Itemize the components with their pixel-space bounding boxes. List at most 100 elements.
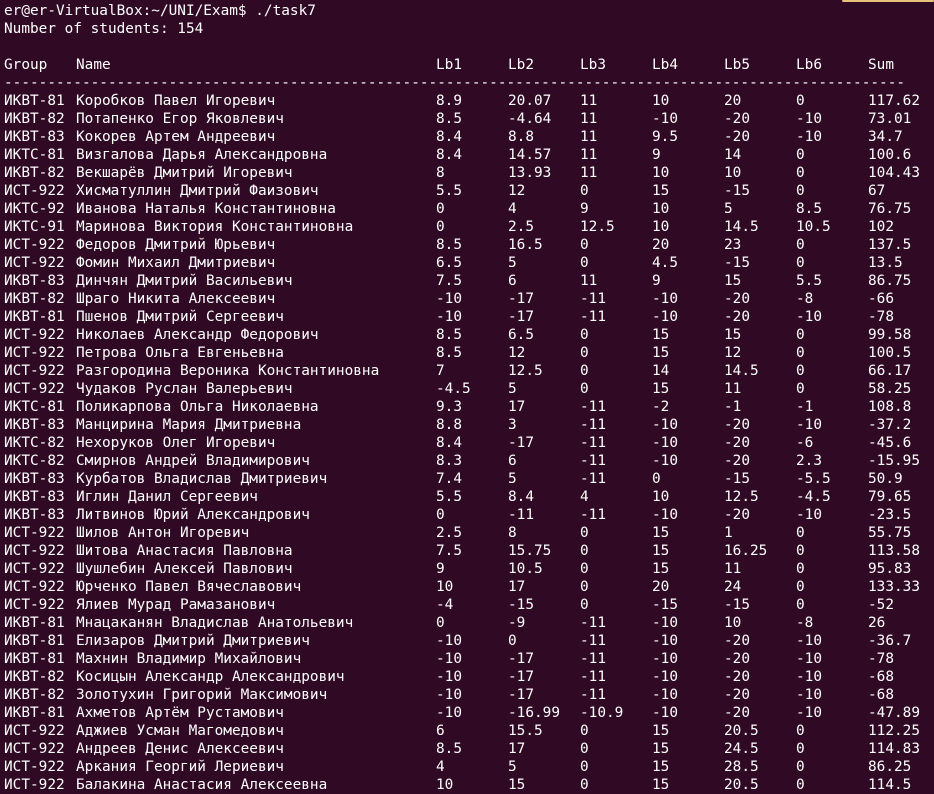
cell-lb5: -1 [724, 399, 742, 415]
cell-lb2: 4 [508, 201, 517, 217]
cell-lb4: 14 [652, 363, 670, 379]
cell-name: Нехоруков Олег Игоревич [76, 435, 276, 451]
cell-lb5: 1 [724, 525, 733, 541]
table-header: Group Name Lb1 Lb2 Lb3 Lb4 Lb5 Lb6 Sum [0, 56, 934, 74]
table-row: ИКВТ-83 Динчян Дмитрий Васильевич 7.5 6 11 9 1… [0, 272, 934, 290]
cell-name: Шушлебин Алексей Павлович [76, 561, 293, 577]
cell-lb6: -10 [796, 669, 822, 685]
cell-lb5: 20.5 [724, 777, 759, 793]
cell-lb2: 3 [508, 417, 517, 433]
cell-lb5: -20 [724, 705, 750, 721]
cell-lb6: -10 [796, 417, 822, 433]
cell-sum: 99.58 [868, 327, 912, 343]
cell-lb3: 4 [580, 489, 589, 505]
cell-sum: 117.62 [868, 93, 920, 109]
cell-lb3: -11 [580, 633, 606, 649]
cell-lb6: 0 [796, 255, 805, 271]
cell-group: ИКВТ-83 [4, 129, 65, 145]
cell-lb1: 10 [436, 777, 454, 793]
cell-sum: 137.5 [868, 237, 912, 253]
cell-lb5: -15 [724, 255, 750, 271]
cell-lb5: 15 [724, 273, 742, 289]
cell-lb2: -4.64 [508, 111, 552, 127]
table-row: ИКВТ-83 Иглин Данил Сергеевич 5.5 8.4 4 10 12.… [0, 488, 934, 506]
cell-name: Елизаров Дмитрий Дмитриевич [76, 633, 310, 649]
cell-lb4: -10 [652, 111, 678, 127]
cell-lb6: -10 [796, 129, 822, 145]
table-row: ИСТ-922 Балакина Анастасия Алексеевна 10 15… [0, 776, 934, 794]
table-row: ИСТ-922 Петрова Ольга Евгеньевна 8.5 12 0 15 1… [0, 344, 934, 362]
cell-lb1: 8.8 [436, 417, 462, 433]
cell-lb1: -4.5 [436, 381, 471, 397]
cell-lb5: -20 [724, 687, 750, 703]
cell-lb3: 0 [580, 561, 589, 577]
cell-lb4: -10 [652, 687, 678, 703]
cell-lb1: -10 [436, 705, 462, 721]
cell-lb2: 8 [508, 525, 517, 541]
cell-lb1: 0 [436, 507, 445, 523]
cell-lb2: 10.5 [508, 561, 543, 577]
student-count-line: Number of students: 154 [4, 21, 204, 37]
scrollbar-thumb[interactable] [842, 0, 934, 2]
cell-lb4: 10 [652, 201, 670, 217]
cell-lb6: -1 [796, 399, 814, 415]
cell-group: ИКВТ-82 [4, 291, 65, 307]
cell-name: Шитова Анастасия Павловна [76, 543, 293, 559]
cell-name: Поликарпова Ольга Николаевна [76, 399, 319, 415]
cell-lb6: -8 [796, 291, 814, 307]
cell-lb4: -10 [652, 453, 678, 469]
cell-group: ИСТ-922 [4, 255, 65, 271]
cell-lb6: 2.3 [796, 453, 822, 469]
cell-lb4: 4.5 [652, 255, 678, 271]
table-row: ИКТС-82 Смирнов Андрей Владимирович 8.3 6 -1… [0, 452, 934, 470]
cell-lb2: -17 [508, 309, 534, 325]
header-separator: ----------------------------------------… [4, 75, 904, 91]
cell-lb1: -10 [436, 309, 462, 325]
table-row: ИКВТ-82 Векшарёв Дмитрий Игоревич 8 13.93 11… [0, 164, 934, 182]
cell-lb1: 8.5 [436, 111, 462, 127]
cell-lb4: 15 [652, 777, 670, 793]
cell-lb2: -17 [508, 687, 534, 703]
cell-group: ИКВТ-82 [4, 669, 65, 685]
header-group: Group [4, 57, 48, 73]
cell-lb5: 11 [724, 561, 742, 577]
cell-sum: 86.25 [868, 759, 912, 775]
cell-lb1: 7.5 [436, 543, 462, 559]
cell-sum: 114.5 [868, 777, 912, 793]
cell-group: ИКВТ-81 [4, 705, 65, 721]
cell-lb4: 20 [652, 237, 670, 253]
cell-lb5: 28.5 [724, 759, 759, 775]
cell-lb5: 20.5 [724, 723, 759, 739]
cell-lb3: 11 [580, 273, 598, 289]
cell-lb2: -17 [508, 291, 534, 307]
cell-group: ИКВТ-82 [4, 687, 65, 703]
cell-lb6: 0 [796, 759, 805, 775]
cell-lb5: -20 [724, 453, 750, 469]
cell-lb4: 15 [652, 525, 670, 541]
cell-lb5: -20 [724, 669, 750, 685]
cell-lb2: 8.8 [508, 129, 534, 145]
cell-lb6: -10 [796, 687, 822, 703]
table-row: ИКТС-81 Визгалова Дарья Александровна 8.4 1… [0, 146, 934, 164]
cell-lb4: 9.5 [652, 129, 678, 145]
cell-group: ИСТ-922 [4, 561, 65, 577]
cell-lb6: -5.5 [796, 471, 831, 487]
cell-name: Хисматуллин Дмитрий Фаизович [76, 183, 319, 199]
cell-sum: 95.83 [868, 561, 912, 577]
cell-name: Андреев Денис Алексеевич [76, 741, 284, 757]
cell-name: Ахметов Артём Рустамович [76, 705, 284, 721]
cell-lb1: -10 [436, 687, 462, 703]
table-row: ИКТС-81 Поликарпова Ольга Николаевна 9.3 17… [0, 398, 934, 416]
cell-group: ИКВТ-83 [4, 273, 65, 289]
table-row: ИКТС-92 Иванова Наталья Константиновна 0 4 9… [0, 200, 934, 218]
cell-lb5: -20 [724, 291, 750, 307]
cell-name: Петрова Ольга Евгеньевна [76, 345, 284, 361]
cell-lb6: 0 [796, 525, 805, 541]
cell-lb2: 6.5 [508, 327, 534, 343]
cell-lb5: 11 [724, 381, 742, 397]
cell-lb1: 6 [436, 723, 445, 739]
cell-name: Иванова Наталья Константиновна [76, 201, 336, 217]
cell-group: ИКВТ-81 [4, 633, 65, 649]
cell-lb1: 0 [436, 219, 445, 235]
